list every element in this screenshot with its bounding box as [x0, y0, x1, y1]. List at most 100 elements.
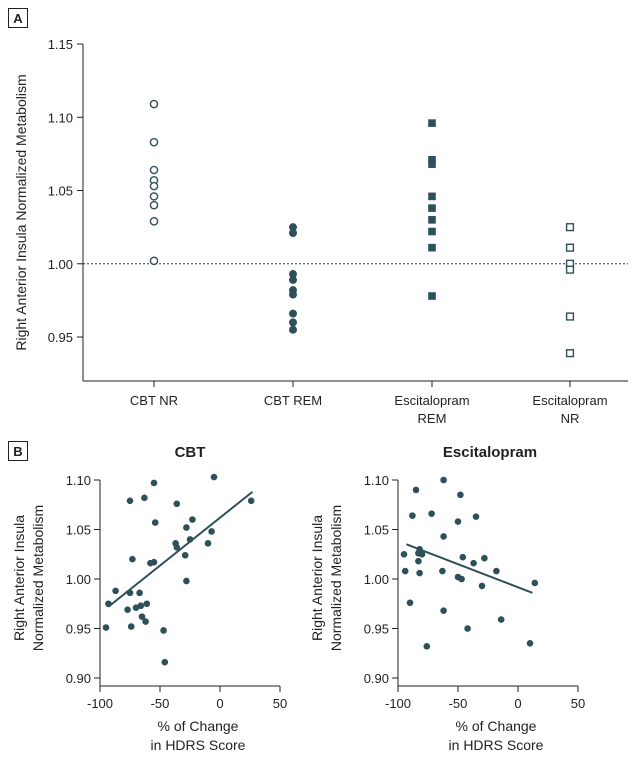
- escitalopram-y-tick-label: 1.00: [364, 572, 389, 587]
- cbt-rem-point: [289, 309, 297, 318]
- escitalopram-point: [526, 640, 534, 647]
- escitalopram-nr-point: [565, 312, 575, 321]
- escitalopram-point: [439, 567, 446, 575]
- cbt-point: [208, 528, 215, 535]
- escitalopram-point: [418, 550, 426, 558]
- escitalopram-y-tick-label: 1.10: [364, 473, 389, 488]
- escitalopram-point: [406, 599, 414, 607]
- x-category-label: REM: [418, 411, 447, 426]
- escitalopram-point: [531, 579, 539, 587]
- cbt-nr-point: [149, 137, 159, 147]
- escitalopram-x-tick-label: 50: [571, 696, 585, 711]
- cbt-rem-point: [289, 229, 297, 238]
- x-category-label: Escitalopram: [394, 393, 469, 408]
- cbt-rem-point: [289, 318, 297, 327]
- cbt-point: [126, 497, 134, 505]
- escitalopram-point: [416, 546, 423, 553]
- cbt-x-axis-title: % of Change: [158, 718, 239, 734]
- escitalopram-y-tick-label: 1.05: [364, 523, 389, 538]
- escitalopram-nr-point: [565, 349, 575, 358]
- cbt-point: [147, 559, 154, 567]
- escitalopram-point: [401, 567, 409, 575]
- cbt-nr-point: [149, 200, 159, 210]
- cbt-y-tick-label: 1.05: [66, 523, 91, 538]
- escitalopram-x-tick-label: 0: [514, 696, 521, 711]
- cbt-point: [132, 604, 140, 612]
- escitalopram-y-tick-label: 0.90: [364, 671, 389, 686]
- cbt-plot-title: CBT: [175, 444, 206, 461]
- escitalopram-rem-point: [428, 227, 436, 236]
- y-tick-label: 1.05: [48, 184, 73, 199]
- cbt-point: [141, 494, 148, 502]
- cbt-point: [181, 551, 189, 559]
- cbt-y-axis-title: Normalized Metabolism: [30, 505, 46, 651]
- cbt-point: [204, 540, 212, 547]
- cbt-point: [150, 479, 158, 487]
- cbt-point: [124, 606, 131, 613]
- cbt-y-tick-label: 0.95: [66, 622, 91, 637]
- chart-a: 0.95 1.00 1.05 1.10 1.15 Right Anterior Insul…: [13, 37, 628, 426]
- escitalopram-point: [412, 486, 420, 494]
- cbt-point: [136, 589, 143, 597]
- cbt-point: [143, 600, 151, 608]
- escitalopram-point: [497, 616, 505, 623]
- escitalopram-point: [493, 567, 500, 575]
- cbt-x-tick-label: 0: [216, 696, 223, 711]
- cbt-point: [173, 500, 181, 508]
- escitalopram-point: [470, 559, 477, 567]
- escitalopram-point: [428, 510, 435, 517]
- cbt-point: [126, 589, 134, 597]
- escitalopram-rem-point: [428, 292, 436, 300]
- cbt-nr-point: [149, 181, 159, 191]
- escitalopram-point: [472, 513, 480, 520]
- panel-a-label: A: [8, 8, 28, 28]
- escitalopram-point: [440, 533, 447, 540]
- x-category-label: NR: [561, 411, 580, 426]
- y-tick-label: 1.00: [48, 257, 73, 272]
- y-tick-label: 0.95: [48, 330, 73, 345]
- escitalopram-point: [478, 582, 486, 590]
- cbt-rem-point: [289, 270, 297, 279]
- cbt-nr-point: [149, 192, 159, 201]
- escitalopram-point: [481, 554, 488, 562]
- escitalopram-nr-point: [565, 243, 575, 252]
- escitalopram-rem-point: [428, 160, 436, 168]
- escitalopram-rem-point: [428, 243, 436, 252]
- cbt-x-tick-label: -100: [87, 696, 113, 711]
- escitalopram-regression-line: [406, 543, 533, 594]
- y-tick-label: 1.15: [48, 37, 73, 52]
- escitalopram-nr-point: [565, 265, 575, 274]
- cbt-point: [183, 524, 190, 531]
- escitalopram-point: [440, 476, 447, 484]
- escitalopram-y-axis-title: Right Anterior Insula: [309, 515, 325, 641]
- cbt-x-tick-label: -50: [151, 696, 170, 711]
- escitalopram-rem-point: [428, 155, 436, 164]
- escitalopram-rem-point: [428, 204, 436, 212]
- cbt-point: [247, 497, 255, 505]
- cbt-x-axis-title: in HDRS Score: [151, 737, 246, 753]
- x-category-label: Escitalopram: [532, 393, 607, 408]
- escitalopram-x-axis-title: % of Change: [456, 718, 537, 734]
- escitalopram-point: [423, 643, 431, 650]
- x-category-label: CBT REM: [264, 393, 322, 408]
- cbt-point: [173, 544, 181, 551]
- cbt-point: [189, 516, 196, 523]
- escitalopram-point: [400, 550, 408, 558]
- x-category-label: CBT NR: [130, 393, 178, 408]
- y-axis-title: Right Anterior Insula Normalized Metabol…: [13, 74, 29, 350]
- cbt-point: [186, 536, 194, 543]
- escitalopram-point: [464, 625, 471, 632]
- escitalopram-point: [409, 512, 416, 519]
- escitalopram-rem-point: [428, 119, 436, 127]
- cbt-point: [102, 624, 110, 631]
- cbt-nr-point: [149, 216, 159, 226]
- cbt-nr-point: [149, 256, 159, 266]
- cbt-y-tick-label: 1.10: [66, 473, 91, 488]
- cbt-point: [129, 555, 136, 563]
- escitalopram-x-tick-label: -50: [449, 696, 468, 711]
- escitalopram-point: [416, 569, 423, 577]
- cbt-point: [138, 613, 146, 620]
- escitalopram-y-axis-title: Normalized Metabolism: [328, 505, 344, 651]
- escitalopram-point: [459, 553, 467, 561]
